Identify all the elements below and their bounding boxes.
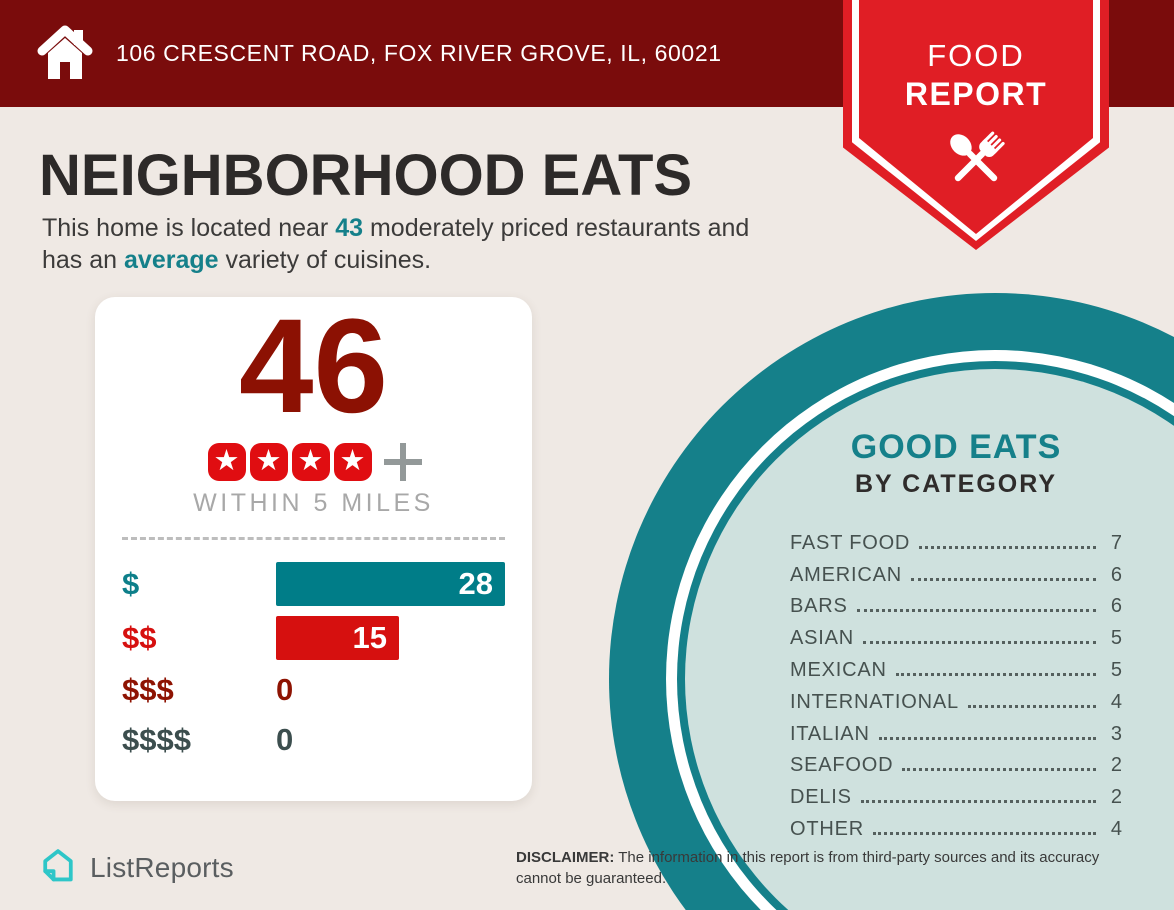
- home-icon: [36, 20, 94, 91]
- bar-value: 15: [276, 616, 399, 660]
- list-item: SEAFOOD 2: [790, 745, 1122, 777]
- bar-value: 0: [276, 722, 294, 757]
- star-icon: ★: [207, 443, 246, 481]
- dot-leader: [863, 641, 1096, 645]
- category-label: SEAFOOD: [790, 754, 894, 777]
- subtitle-text: has an: [42, 246, 125, 274]
- dashed-divider: [122, 537, 505, 540]
- category-value: 5: [1110, 627, 1122, 650]
- spoon-fork-icon: [843, 123, 1109, 202]
- price-tier-label: $$$$: [122, 722, 191, 757]
- dot-leader: [967, 704, 1096, 708]
- ribbon-title-line2: REPORT: [904, 76, 1048, 112]
- chart-row: $$$$ 0: [122, 718, 505, 762]
- category-value: 2: [1110, 754, 1122, 777]
- dot-leader: [895, 672, 1096, 676]
- good-eats-subtitle: BY CATEGORY: [854, 470, 1058, 498]
- plus-icon: [383, 443, 422, 481]
- restaurant-count: 43: [335, 214, 364, 242]
- category-label: INTERNATIONAL: [790, 690, 959, 713]
- category-value: 2: [1110, 786, 1122, 809]
- price-tier-label: $$: [122, 620, 157, 655]
- category-value: 4: [1110, 690, 1122, 713]
- star-icon: ★: [333, 443, 372, 481]
- ribbon-title-line1: FOOD: [927, 38, 1025, 73]
- dot-leader: [856, 609, 1096, 613]
- list-item: OTHER 4: [790, 808, 1122, 840]
- category-label: OTHER: [790, 817, 864, 840]
- price-tier-label: $$$: [122, 672, 174, 707]
- good-eats-list: FAST FOOD 7 AMERICAN 6 BARS 6 ASIAN 5 MEXICAN 5 IN…: [790, 522, 1122, 840]
- brand-name: ListReports: [90, 851, 234, 883]
- subtitle-text: This home is located near: [42, 214, 336, 242]
- bar-value: 28: [276, 562, 505, 606]
- category-label: BARS: [790, 595, 848, 618]
- category-value: 4: [1110, 817, 1122, 840]
- disclaimer: DISCLAIMER: The information in this repo…: [516, 847, 1110, 889]
- disclaimer-text: The information in this report is from t…: [516, 849, 1100, 887]
- chart-row: $ 28: [122, 562, 505, 606]
- food-report-ribbon: FOOD REPORT: [843, 0, 1109, 250]
- page-title: NEIGHBORHOOD EATS: [39, 143, 693, 208]
- list-item: ASIAN 5: [790, 617, 1122, 649]
- category-value: 6: [1110, 595, 1122, 618]
- category-value: 6: [1110, 563, 1122, 586]
- star-icon: ★: [249, 443, 288, 481]
- radius-caption: WITHIN 5 MILES: [193, 489, 434, 517]
- property-address: 106 CRESCENT ROAD, FOX RIVER GROVE, IL, …: [116, 40, 722, 66]
- variety-highlight: average: [124, 246, 219, 274]
- chart-row: $$ 15: [122, 616, 505, 660]
- restaurant-total: 46: [238, 292, 389, 441]
- price-tier-label: $: [122, 566, 140, 601]
- disclaimer-label: DISCLAIMER:: [516, 849, 615, 866]
- page-subtitle: This home is located near 43 moderately …: [42, 212, 749, 276]
- dot-leader: [873, 831, 1096, 835]
- list-item: MEXICAN 5: [790, 649, 1122, 681]
- subtitle-text: moderately priced restaurants and: [363, 214, 750, 242]
- dot-leader: [878, 736, 1096, 740]
- category-label: MEXICAN: [790, 658, 887, 681]
- dot-leader: [860, 800, 1096, 804]
- dot-leader: [919, 545, 1096, 549]
- logo-house-icon: [38, 845, 78, 890]
- category-label: ASIAN: [790, 627, 855, 650]
- category-value: 3: [1110, 722, 1122, 745]
- list-item: DELIS 2: [790, 776, 1122, 808]
- category-value: 5: [1110, 658, 1122, 681]
- chart-row: $$$ 0: [122, 668, 505, 712]
- category-label: ITALIAN: [790, 722, 870, 745]
- category-label: FAST FOOD: [790, 531, 911, 554]
- summary-card: 46 ★ ★ ★ ★ WITHIN 5 MILES $ 28 $$ 15 $$$ 0 …: [95, 297, 532, 801]
- list-item: FAST FOOD 7: [790, 522, 1122, 554]
- list-item: INTERNATIONAL 4: [790, 681, 1122, 713]
- category-value: 7: [1110, 531, 1122, 554]
- list-item: BARS 6: [790, 586, 1122, 618]
- good-eats-circle: [609, 293, 1174, 910]
- dot-leader: [902, 768, 1096, 772]
- dot-leader: [910, 577, 1096, 581]
- good-eats-title: GOOD EATS: [850, 428, 1062, 466]
- category-label: DELIS: [790, 786, 852, 809]
- good-eats-panel: GOOD EATS BY CATEGORY FAST FOOD 7 AMERICAN…: [790, 428, 1122, 840]
- list-item: AMERICAN 6: [790, 554, 1122, 586]
- category-label: AMERICAN: [790, 563, 902, 586]
- star-icon: ★: [291, 443, 330, 481]
- bar-value: 0: [276, 672, 294, 707]
- list-item: ITALIAN 3: [790, 713, 1122, 745]
- star-rating: ★ ★ ★ ★: [95, 443, 532, 481]
- subtitle-text: variety of cuisines.: [218, 246, 432, 274]
- listreports-logo: ListReports: [38, 845, 234, 890]
